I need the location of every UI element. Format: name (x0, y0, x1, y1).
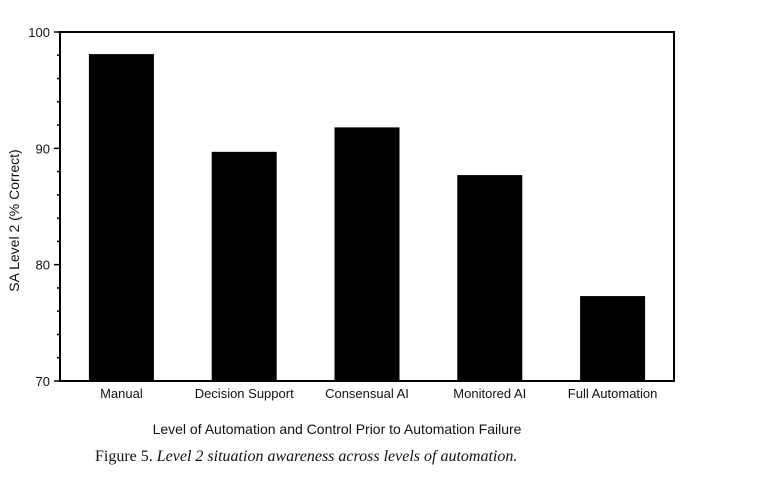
bar-full-automation (580, 296, 646, 381)
y-axis-ticks: 70 80 90 100 (28, 25, 60, 389)
x-tick-label: Full Automation (568, 386, 658, 401)
bar-decision-support (211, 151, 277, 381)
x-tick-label: Consensual AI (325, 386, 409, 401)
y-tick-label: 80 (36, 258, 50, 273)
x-tick-label: Decision Support (195, 386, 294, 401)
caption-text: Level 2 situation awareness across level… (156, 448, 518, 465)
bar-monitored-ai (457, 175, 523, 381)
y-tick-label: 70 (36, 374, 50, 389)
figure-caption: Figure 5. Level 2 situation awareness ac… (95, 448, 517, 466)
bar-consensual-ai (334, 127, 400, 381)
y-axis-title: SA Level 2 (% Correct) (6, 149, 22, 291)
x-axis-labels: Manual Decision Support Consensual AI Monit… (100, 386, 657, 401)
plot-frame (59, 31, 675, 382)
x-axis-title: Level of Automation and Control Prior to… (153, 421, 522, 437)
x-tick-label: Manual (100, 386, 143, 401)
y-tick-label: 100 (28, 25, 50, 40)
caption-label: Figure 5. (95, 448, 153, 465)
bar-manual (88, 54, 154, 381)
bars-group (88, 54, 646, 381)
y-tick-label: 90 (36, 141, 50, 156)
x-tick-label: Monitored AI (453, 386, 526, 401)
